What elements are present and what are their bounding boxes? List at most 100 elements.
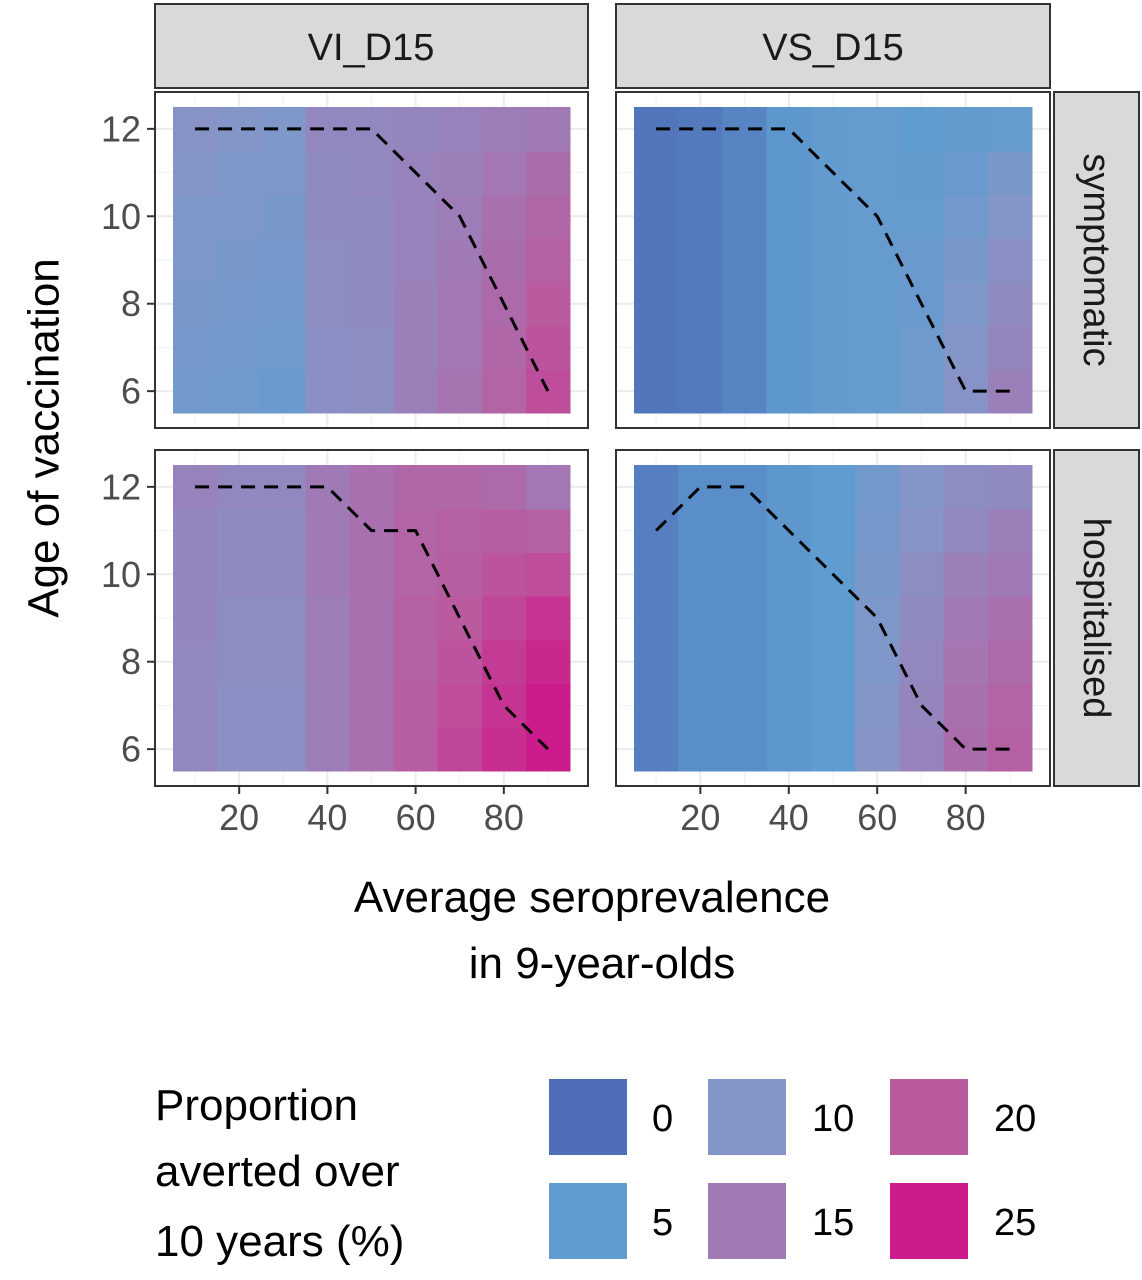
heatmap-tile (217, 325, 262, 370)
heatmap-tile (722, 727, 768, 772)
heatmap-tile (987, 465, 1033, 510)
heatmap-tile (305, 150, 351, 196)
heatmap-tile (393, 107, 439, 152)
heatmap-tile (810, 238, 856, 283)
heatmap-tile (943, 508, 989, 554)
heatmap-tile (766, 369, 812, 414)
heatmap-tile (393, 281, 439, 327)
heatmap-tile (393, 683, 439, 728)
panel-4 (615, 449, 1051, 787)
heatmap-tile (349, 238, 395, 283)
heatmap-tile (393, 194, 439, 239)
heatmap-tile (855, 325, 900, 370)
heatmap-tile (525, 238, 571, 283)
heatmap-tile (261, 325, 306, 370)
optimal-age-line (195, 485, 549, 751)
y-tick-label: 10 (101, 554, 141, 595)
heatmap-tile (261, 639, 306, 685)
heatmap-tile (855, 281, 900, 327)
heatmap-tile (217, 194, 262, 239)
heatmap-tile (678, 238, 724, 283)
heatmap-tile (678, 727, 724, 772)
heatmap-tile (899, 150, 945, 196)
panel-1 (154, 91, 589, 429)
heatmap-tile (766, 281, 812, 327)
heatmap-tile (855, 727, 900, 772)
heatmap-tile (766, 639, 812, 685)
heatmap-tile (217, 552, 262, 597)
heatmap-tile (634, 369, 679, 414)
legend-swatch (708, 1079, 786, 1155)
heatmap-tile (305, 238, 351, 283)
heatmap-tile (481, 596, 527, 641)
legend-label: 0 (652, 1098, 673, 1140)
heatmap-tile (481, 508, 527, 554)
heatmap-tile (987, 508, 1033, 554)
x-axis-title-line-2: in 9-year-olds (469, 939, 736, 988)
heatmap-tile (261, 238, 306, 283)
heatmap-tile (305, 552, 351, 597)
legend-label: 25 (994, 1202, 1036, 1244)
heatmap-tile (393, 465, 439, 510)
heatmap-tile (393, 325, 439, 370)
heatmap-tile (217, 596, 262, 641)
heatmap-tile (173, 683, 218, 728)
heatmap-tile (173, 369, 218, 414)
heatmap-tile (766, 596, 812, 641)
x-tick-label: 40 (307, 797, 347, 838)
legend-label: 20 (994, 1098, 1036, 1140)
heatmap-tile (810, 683, 856, 728)
heatmap-tile (678, 281, 724, 327)
heatmap-tile (349, 465, 395, 510)
heatmap-tile (987, 639, 1033, 685)
heatmap-tile (173, 238, 218, 283)
heatmap-tile (899, 369, 945, 414)
x-tick-label: 60 (396, 797, 436, 838)
heatmap-tile (855, 465, 900, 510)
heatmap-tile (349, 281, 395, 327)
heatmap-tile (634, 552, 679, 597)
heatmap-tile (261, 369, 306, 414)
heatmap-tile (217, 683, 262, 728)
heatmap-tile (173, 150, 218, 196)
heatmap-tile (766, 325, 812, 370)
heatmap-tile (943, 639, 989, 685)
heatmap-tile (987, 281, 1033, 327)
panel-2 (615, 91, 1051, 429)
heatmap-tile (943, 281, 989, 327)
x-axis-title-line-1: Average seroprevalence (354, 873, 830, 922)
heatmap-tile (217, 281, 262, 327)
heatmap-tile (437, 107, 483, 152)
heatmap-tile (305, 369, 351, 414)
heatmap-tile (261, 727, 306, 772)
heatmap-tile (437, 465, 483, 510)
heatmap-tile (678, 325, 724, 370)
heatmap-tile (987, 552, 1033, 597)
heatmap-tile (217, 508, 262, 554)
y-tick-label: 8 (121, 283, 141, 324)
heatmap-tile (722, 194, 768, 239)
heatmap-tile (525, 596, 571, 641)
heatmap-tile (987, 107, 1033, 152)
heatmap-tile (305, 281, 351, 327)
optimal-age-line (195, 127, 550, 392)
ticks-layer: 6 8 10 12 6 8 10 12 20 40 60 80 20 40 60 80 (101, 108, 986, 838)
heatmap-tile (943, 194, 989, 239)
heatmap-tile (943, 107, 989, 152)
heatmap-tile (173, 325, 218, 370)
heatmap-tile (678, 552, 724, 597)
strip-row-2-label: hospitalised (1075, 518, 1117, 719)
heatmap-tile (987, 194, 1033, 239)
heatmap-tile (634, 596, 679, 641)
heatmap-tile (305, 325, 351, 370)
heatmap-tile (525, 727, 571, 772)
heatmap-tile (810, 727, 856, 772)
heatmap-tile (393, 552, 439, 597)
heatmap-tile (305, 683, 351, 728)
heatmap-tile (722, 639, 768, 685)
strip-col-1-box (154, 3, 589, 89)
heatmap-tile (987, 150, 1033, 196)
heatmap-tile (173, 727, 218, 772)
y-tick-label: 6 (121, 729, 141, 770)
heatmap-tile (525, 150, 571, 196)
